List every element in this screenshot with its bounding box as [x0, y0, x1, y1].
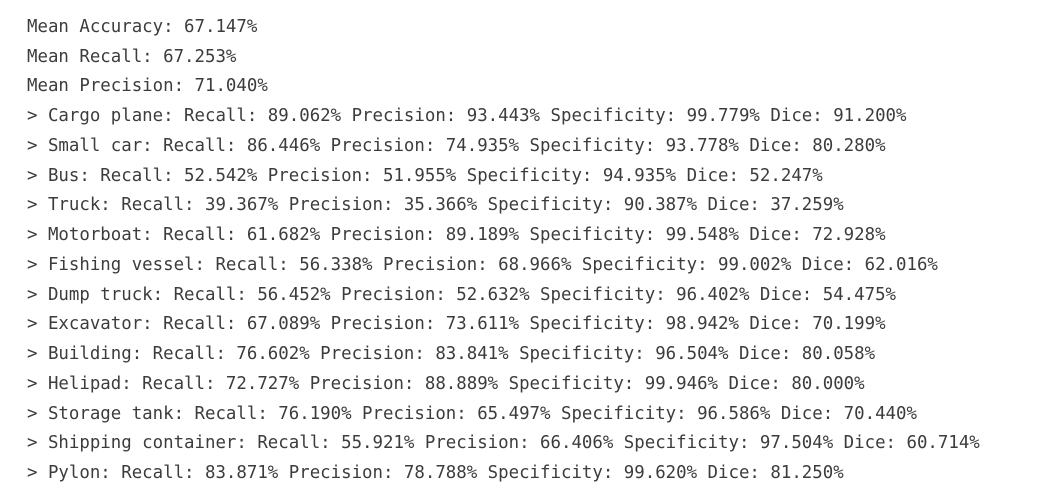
output-line: Mean Accuracy: 67.147%: [27, 17, 258, 37]
output-line: > Helipad: Recall: 72.727% Precision: 88…: [27, 373, 865, 394]
output-line: > Storage tank: Recall: 76.190% Precisio…: [27, 403, 917, 424]
output-line: Mean Recall: 67.253%: [27, 46, 237, 67]
output-line: > Excavator: Recall: 67.089% Precision: …: [27, 314, 886, 335]
output-line: > Building: Recall: 76.602% Precision: 8…: [27, 344, 876, 365]
output-line: > Shipping container: Recall: 55.921% Pr…: [27, 433, 980, 454]
output-line: > Dump truck: Recall: 56.452% Precision:…: [27, 284, 897, 305]
output-line: Mean Precision: 71.040%: [27, 76, 268, 97]
output-line: > Motorboat: Recall: 61.682% Precision: …: [27, 225, 886, 246]
output-line: > Fishing vessel: Recall: 56.338% Precis…: [27, 254, 938, 275]
output-line: > Cargo plane: Recall: 89.062% Precision…: [27, 106, 907, 127]
output-line: > Bus: Recall: 52.542% Precision: 51.955…: [27, 165, 823, 186]
output-line: > Small car: Recall: 86.446% Precision: …: [27, 135, 886, 156]
output-line: > Truck: Recall: 39.367% Precision: 35.3…: [27, 195, 844, 216]
output-line: > Pylon: Recall: 83.871% Precision: 78.7…: [27, 463, 844, 484]
